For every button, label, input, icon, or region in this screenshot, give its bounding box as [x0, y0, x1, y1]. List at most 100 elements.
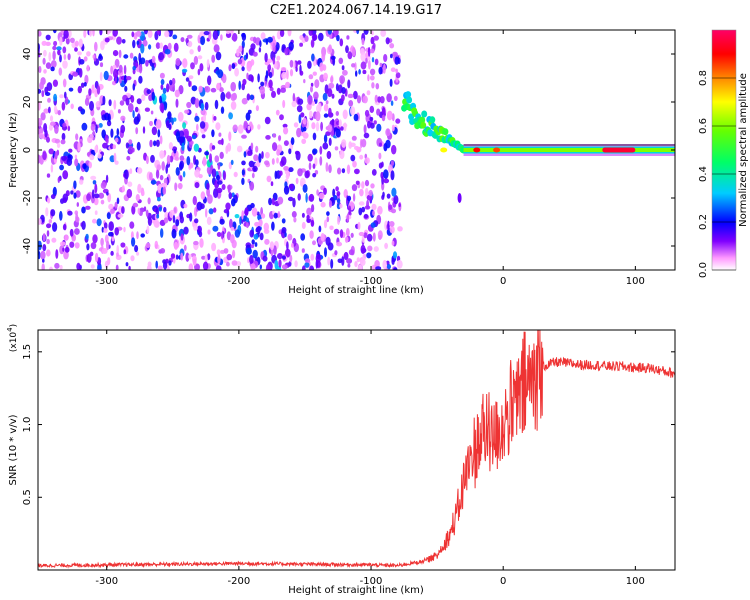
- heatmap-cell: [442, 128, 449, 136]
- heatmap-cell: [376, 123, 382, 132]
- heatmap-cell: [62, 122, 67, 128]
- heatmap-cell: [311, 204, 315, 213]
- heatmap-cell: [194, 115, 200, 122]
- heatmap-cell: [78, 68, 83, 78]
- heatmap-cell: [99, 62, 104, 68]
- heatmap-cell: [241, 169, 245, 176]
- heatmap-cell: [38, 65, 42, 74]
- heatmap-cell: [382, 191, 385, 198]
- heatmap-cell: [328, 107, 332, 117]
- heatmap-cell: [74, 40, 79, 47]
- heatmap-cell: [290, 137, 295, 146]
- heatmap-cell: [352, 160, 357, 168]
- heatmap-cell: [327, 124, 333, 133]
- colorbar-label: Normalized spectral amplitude: [738, 73, 749, 227]
- heatmap-cell: [279, 114, 284, 121]
- heatmap-cell: [272, 42, 276, 53]
- heatmap-cell: [62, 170, 69, 180]
- heatmap-cell: [354, 261, 358, 268]
- heatmap-cell: [372, 210, 375, 216]
- heatmap-cell: [121, 206, 125, 214]
- y-tick-label: 0.5: [22, 489, 33, 505]
- heatmap-cell: [63, 250, 69, 260]
- figure-title: C2E1.2024.067.14.19.G17: [270, 3, 442, 18]
- heatmap-cell: [135, 127, 139, 135]
- heatmap-cell: [189, 212, 193, 222]
- heatmap-cell: [323, 219, 328, 229]
- heatmap-cell: [316, 189, 319, 196]
- heatmap-cell: [318, 192, 325, 200]
- heatmap-cell: [103, 228, 108, 233]
- heatmap-cell: [41, 90, 45, 98]
- heatmap-cell: [275, 109, 280, 116]
- heatmap-cell: [356, 95, 362, 104]
- heatmap-cell: [38, 101, 41, 111]
- heatmap-cell: [221, 73, 227, 84]
- heatmap-cell: [252, 249, 258, 259]
- heatmap-cell: [225, 202, 231, 211]
- heatmap-cell: [202, 156, 207, 167]
- heatmap-cell: [247, 125, 251, 131]
- heatmap-cell: [61, 155, 67, 161]
- heatmap-cell: [323, 187, 327, 195]
- heatmap-cell: [154, 220, 160, 228]
- heatmap-cell: [331, 93, 335, 99]
- heatmap-cell: [356, 257, 360, 263]
- colorbar: 0.0 0.2 0.4 0.6 0.8 Normalized spectral ampl…: [698, 29, 749, 278]
- heatmap-cell: [39, 81, 44, 90]
- heatmap-cell: [283, 140, 289, 147]
- heatmap-cell: [326, 211, 330, 217]
- carrier-line: [463, 148, 675, 152]
- spectrogram-y-ticks: -40 -20 0 20 40: [22, 48, 675, 254]
- colorbar-tick-label: 0.8: [698, 70, 709, 86]
- heatmap-cell: [84, 97, 90, 107]
- heatmap-cell: [333, 195, 338, 201]
- heatmap-cell: [148, 44, 152, 50]
- heatmap-cell: [193, 143, 200, 152]
- heatmap-cell: [369, 75, 375, 81]
- heatmap-cell: [47, 97, 51, 103]
- heatmap-cell: [211, 145, 216, 150]
- heatmap-cell: [182, 58, 188, 69]
- heatmap-cell: [328, 200, 333, 208]
- heatmap-cell: [102, 95, 106, 106]
- heatmap-cell: [250, 142, 254, 150]
- heatmap-cell: [98, 53, 102, 59]
- heatmap-cell: [64, 96, 69, 106]
- heatmap-cell: [223, 209, 230, 214]
- y-tick-label: 1.5: [22, 344, 33, 360]
- heatmap-cell: [107, 192, 112, 203]
- heatmap-cell: [314, 170, 319, 175]
- heatmap-cell: [151, 91, 155, 101]
- heatmap-cell: [144, 107, 150, 112]
- heatmap-cell: [253, 36, 257, 44]
- heatmap-cell: [312, 132, 317, 141]
- heatmap-cell: [367, 245, 373, 252]
- heatmap-cell: [54, 262, 60, 269]
- heatmap-cell: [188, 253, 192, 260]
- heatmap-cell: [339, 203, 343, 209]
- heatmap-cell: [336, 191, 341, 197]
- heatmap-cell: [159, 72, 165, 79]
- heatmap-cell: [261, 151, 264, 159]
- heatmap-cell: [216, 82, 221, 91]
- x-tick-label: -200: [228, 276, 251, 287]
- heatmap-cell: [38, 88, 42, 94]
- heatmap-cell: [230, 81, 236, 92]
- heatmap-cell: [338, 119, 342, 128]
- heatmap-cell: [50, 209, 56, 217]
- heatmap-cell: [308, 74, 314, 80]
- heatmap-cell: [288, 183, 294, 190]
- heatmap-cell: [357, 221, 361, 230]
- heatmap-cell: [41, 263, 45, 270]
- heatmap-cell: [405, 91, 412, 99]
- heatmap-cell: [188, 75, 194, 80]
- heatmap-cell: [342, 69, 348, 76]
- heatmap-cell: [78, 38, 83, 48]
- heatmap-cell: [364, 157, 370, 164]
- heatmap-cell: [63, 54, 67, 60]
- heatmap-cell: [132, 66, 136, 71]
- heatmap-cell: [302, 132, 309, 139]
- heatmap-cell: [217, 69, 224, 79]
- heatmap-cell: [347, 51, 353, 60]
